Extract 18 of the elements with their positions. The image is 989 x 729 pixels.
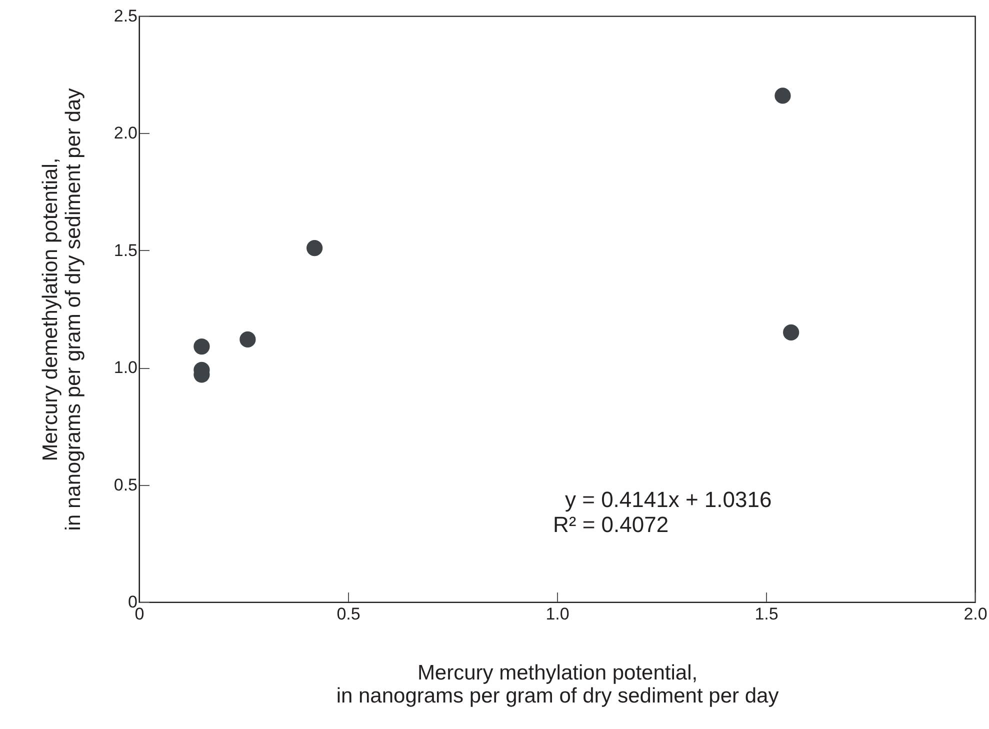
- y-tick-label: 1.0: [114, 358, 138, 378]
- point: [194, 338, 210, 355]
- point: [240, 331, 256, 348]
- annotation: R² = 0.4072: [553, 512, 669, 537]
- point: [783, 324, 800, 340]
- x-tick-label: 2.0: [964, 604, 988, 624]
- point: [306, 240, 323, 256]
- y-tick-label: 0.5: [114, 475, 138, 494]
- x-axis-title: Mercury methylation potential, in nanograms per gram of dry sediment per day: [336, 662, 780, 708]
- y-tick-label: 2.0: [114, 124, 138, 143]
- annotation: y = 0.4141x + 1.0316: [565, 487, 772, 512]
- y-tick-label: 2.5: [114, 6, 138, 26]
- x-tick-label: 1.5: [754, 604, 778, 624]
- y-axis-title: Mercury demethylation potential, in nanograms per gram of dry sediment per day: [38, 88, 85, 531]
- x-tick-label: 1.0: [546, 604, 570, 624]
- point: [774, 88, 791, 104]
- x-tick-label: 0.5: [336, 604, 360, 624]
- y-tick-label: 1.5: [114, 240, 138, 260]
